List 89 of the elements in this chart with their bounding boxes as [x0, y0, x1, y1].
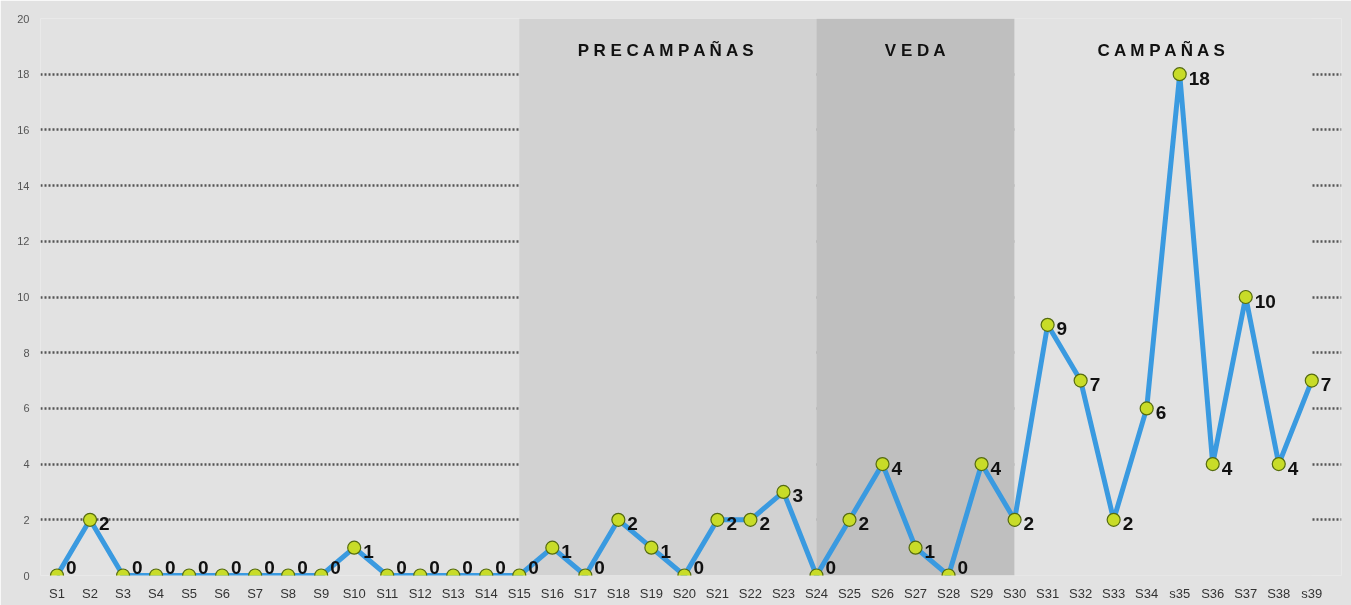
x-tick-label: S33 [1102, 585, 1126, 601]
y-tick-label: 4 [23, 458, 30, 471]
x-tick-label: S32 [1069, 585, 1093, 601]
band-label: P R E C A M P A Ñ A S [577, 39, 754, 60]
x-tick-label: S21 [705, 585, 729, 601]
y-tick-label: 8 [23, 346, 30, 359]
data-label: 0 [957, 556, 969, 578]
x-tick-label: S12 [408, 585, 432, 601]
x-tick-label: S15 [507, 585, 531, 601]
y-tick-label: 14 [17, 179, 30, 192]
x-tick-label: S22 [738, 585, 763, 601]
data-label: 2 [1023, 513, 1035, 535]
x-tick-label: S24 [804, 585, 829, 601]
y-tick-label: 12 [17, 235, 30, 248]
x-tick-label: S16 [540, 585, 564, 601]
x-tick-label: S34 [1135, 585, 1159, 601]
y-tick-label: 16 [17, 123, 30, 136]
data-label: 4 [1287, 457, 1299, 479]
y-tick-label: 2 [23, 513, 30, 526]
y-tick-label: 20 [17, 12, 30, 25]
x-tick-label: S37 [1234, 585, 1258, 601]
x-tick-label: S8 [280, 585, 297, 601]
data-label: 0 [693, 556, 704, 578]
x-tick-label: S3 [115, 585, 132, 601]
x-tick-label: s39 [1301, 585, 1323, 601]
data-label: 0 [462, 556, 473, 578]
data-label: 2 [99, 513, 110, 535]
x-tick-label: S2 [82, 585, 98, 601]
data-label: 0 [594, 556, 605, 578]
data-label: 9 [1056, 318, 1068, 340]
x-tick-label: S5 [181, 585, 198, 601]
x-tick-label: S17 [573, 585, 597, 601]
data-label: 6 [1155, 401, 1167, 423]
x-tick-label: S14 [474, 585, 498, 601]
data-label: 0 [66, 556, 77, 578]
data-label: 0 [264, 556, 275, 578]
x-tick-label: S28 [936, 585, 961, 601]
data-label: 18 [1188, 67, 1210, 89]
y-tick-label: 0 [23, 569, 30, 582]
x-tick-label: S38 [1267, 585, 1291, 601]
x-tick-label: S31 [1036, 585, 1060, 601]
data-label: 1 [660, 541, 672, 563]
x-tick-label: S18 [606, 585, 630, 601]
data-label: 1 [924, 541, 936, 563]
y-tick-label: 6 [23, 402, 30, 415]
x-tick-label: s35 [1169, 585, 1191, 601]
x-tick-label: S30 [1003, 585, 1027, 601]
data-label: 0 [165, 556, 176, 578]
data-label: 4 [891, 457, 903, 479]
x-tick-label: S25 [837, 585, 862, 601]
x-tick-label: S29 [970, 585, 994, 601]
data-label: 0 [297, 556, 308, 578]
band-label: C A M P A Ñ A S [1097, 39, 1225, 60]
data-label: 4 [1221, 457, 1233, 479]
x-tick-label: S19 [639, 585, 663, 601]
x-tick-label: S36 [1201, 585, 1225, 601]
x-tick-label: S26 [870, 585, 895, 601]
x-tick-label: S7 [247, 585, 264, 601]
x-tick-label: S4 [148, 585, 165, 601]
data-label: 0 [825, 556, 837, 578]
y-tick-label: 18 [17, 68, 30, 81]
data-label: 0 [396, 556, 407, 578]
x-tick-label: S6 [214, 585, 231, 601]
data-label: 10 [1254, 290, 1276, 312]
x-tick-label: S9 [313, 585, 330, 601]
x-tick-label: S23 [771, 585, 796, 601]
x-tick-label: S13 [441, 585, 465, 601]
data-label: 2 [759, 513, 771, 535]
y-tick-label: 10 [17, 291, 30, 303]
x-tick-label: S10 [342, 585, 366, 601]
data-label: 0 [132, 556, 143, 578]
data-label: 1 [561, 541, 573, 563]
data-label: 0 [231, 556, 242, 578]
data-label: 1 [363, 541, 375, 563]
x-tick-label: S27 [903, 585, 928, 601]
data-label: 2 [1122, 513, 1134, 535]
data-label: 4 [990, 457, 1002, 479]
x-tick-label: S20 [672, 585, 696, 601]
data-label: 0 [429, 556, 440, 578]
x-tick-label: S11 [376, 585, 399, 601]
data-label: 2 [858, 513, 870, 535]
data-label: 0 [495, 556, 506, 578]
x-tick-label: S1 [49, 585, 65, 601]
data-label: 3 [792, 485, 804, 507]
data-label: 7 [1320, 374, 1332, 396]
data-label: 2 [627, 513, 638, 535]
band-label: V E D A [884, 40, 946, 60]
data-label: 7 [1089, 374, 1101, 396]
data-label: 0 [198, 556, 209, 578]
